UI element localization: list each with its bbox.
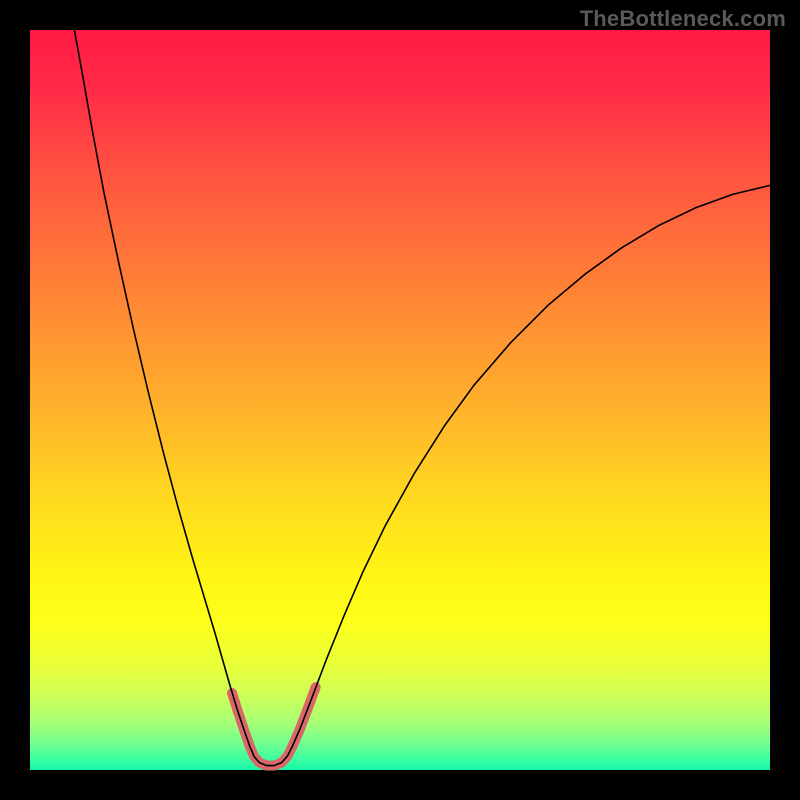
outer-frame: TheBottleneck.com [0, 0, 800, 800]
bottleneck-curve [74, 30, 770, 766]
valley-highlight [232, 687, 316, 765]
curve-layer [30, 30, 770, 770]
watermark-text: TheBottleneck.com [580, 6, 786, 32]
plot-area [30, 30, 770, 770]
